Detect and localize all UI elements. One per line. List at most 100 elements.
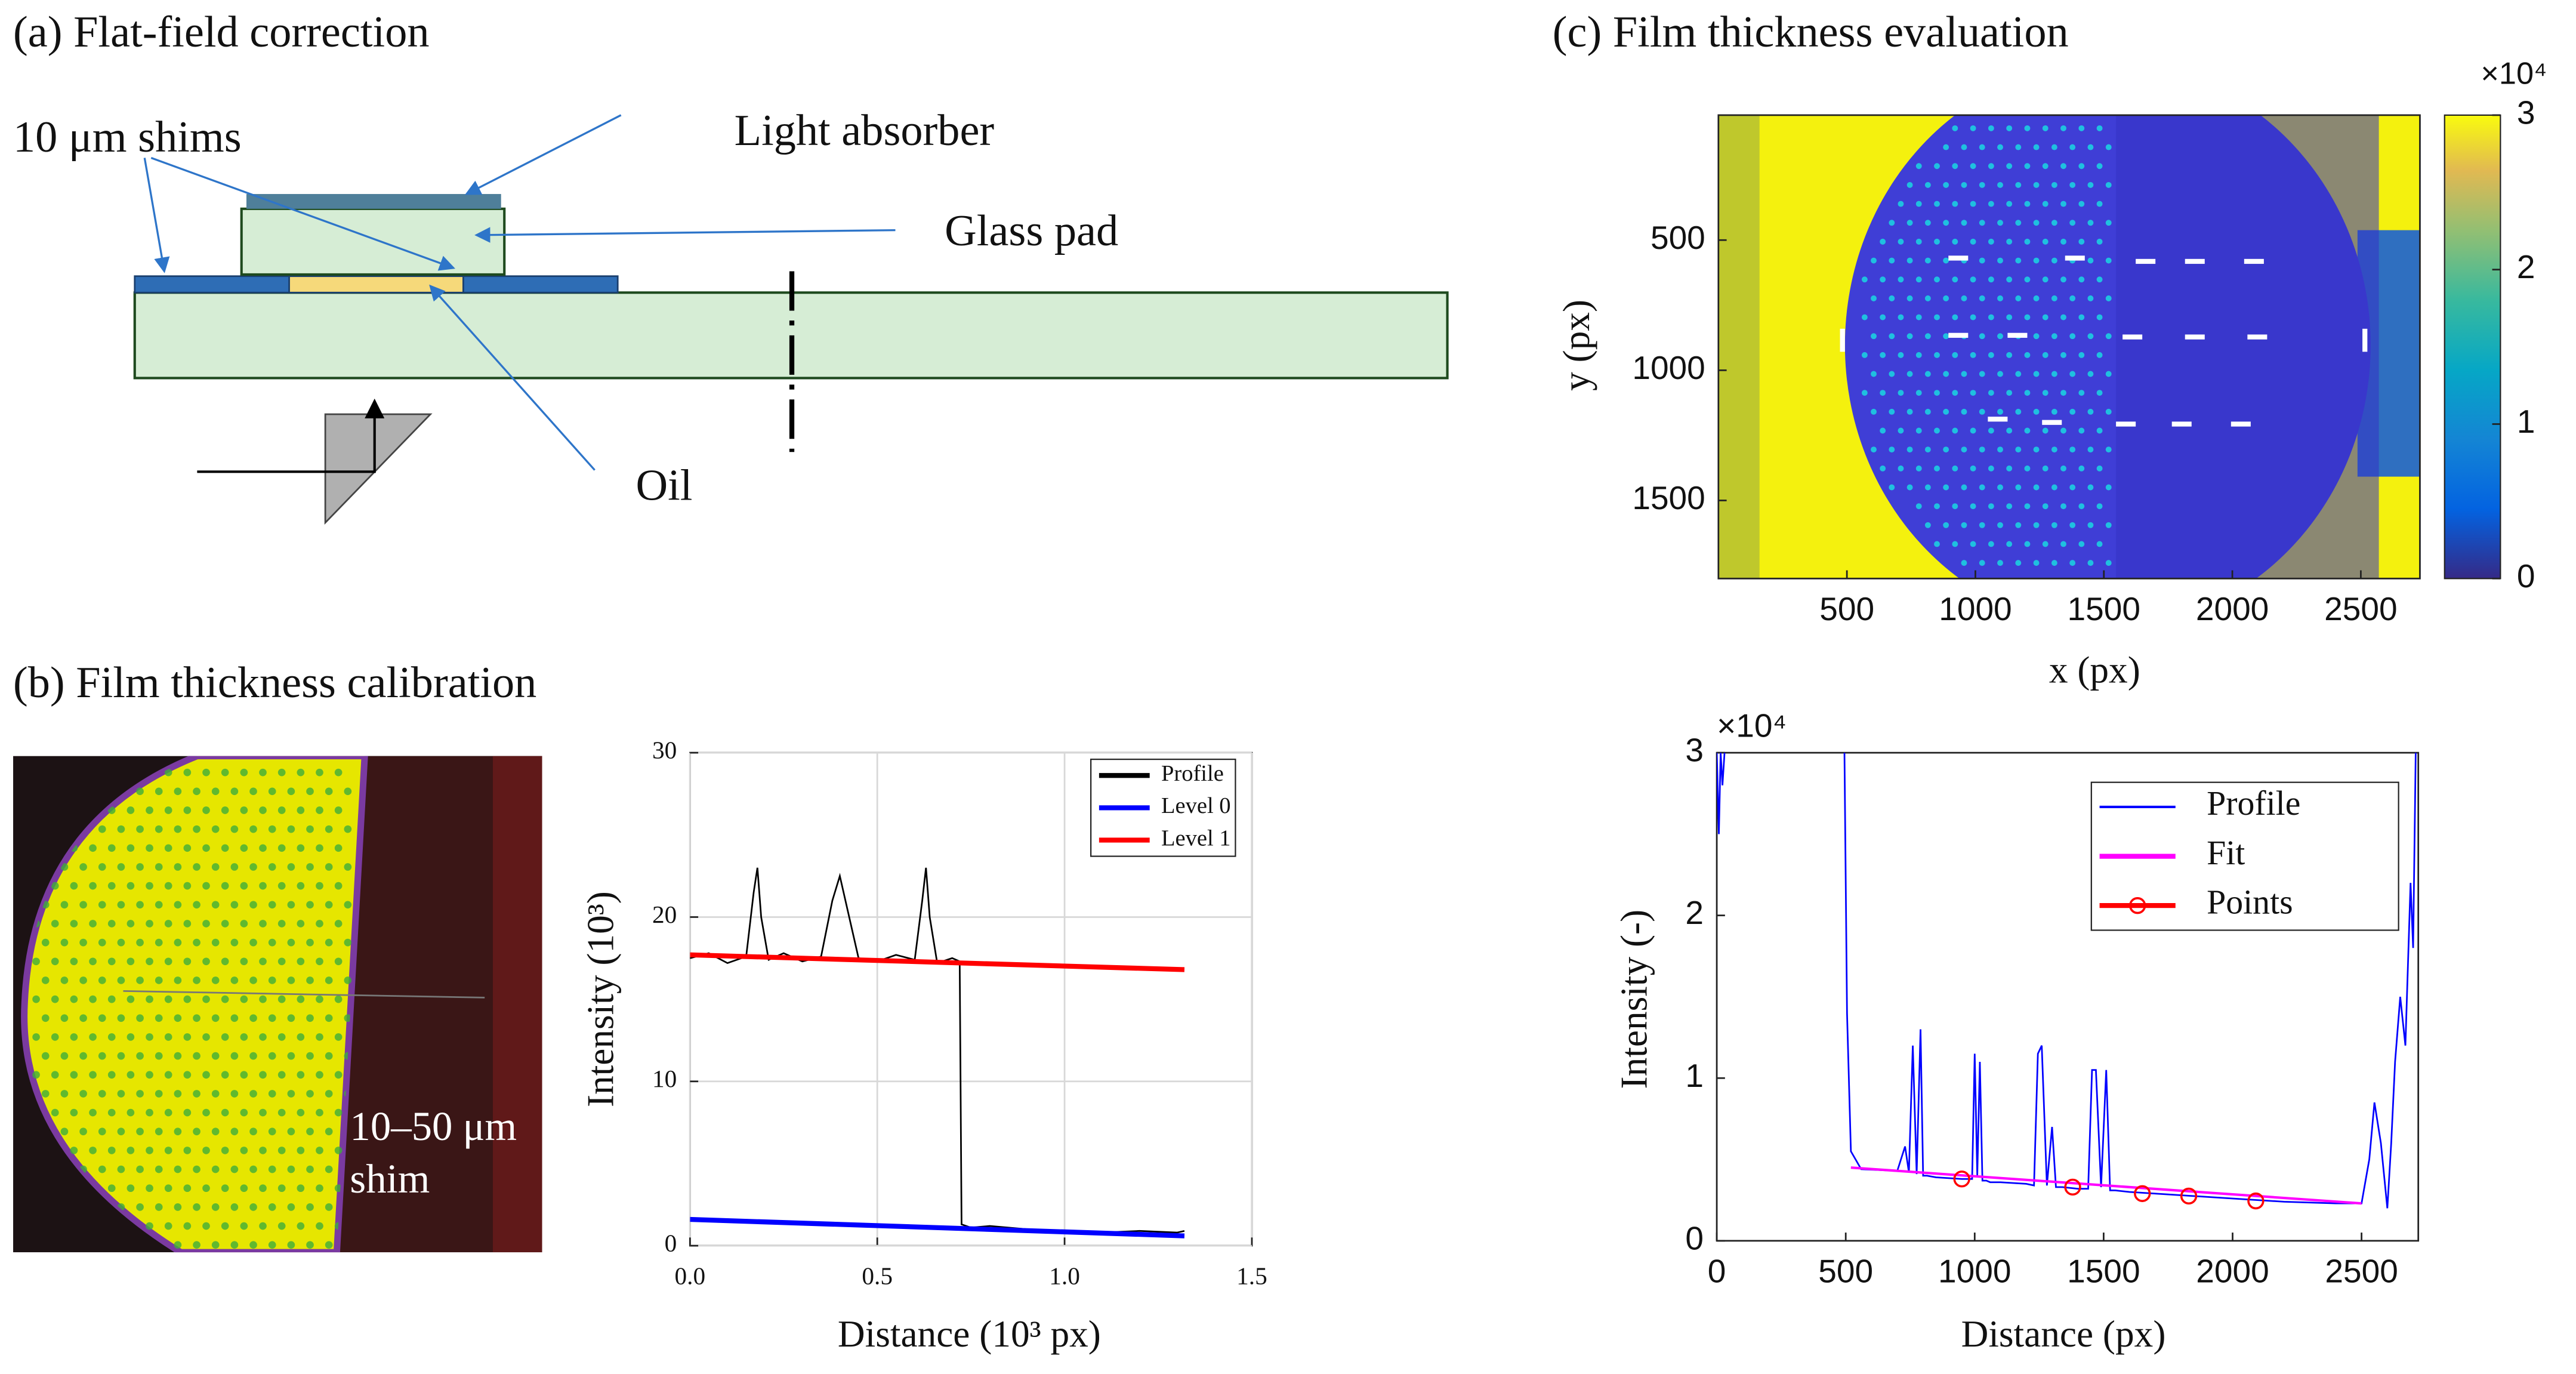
photo-dot — [174, 863, 182, 871]
photo-dot — [268, 1203, 276, 1211]
heat-dot — [1970, 352, 1976, 358]
photo-dot — [221, 1184, 229, 1193]
photo-dot — [306, 1203, 314, 1211]
light-path — [197, 398, 385, 473]
heat-dot — [2060, 390, 2066, 396]
heat-dot — [2105, 181, 2112, 188]
photo-dot — [287, 1203, 295, 1211]
photo-dot — [316, 1108, 323, 1117]
photo-dot — [306, 825, 314, 833]
heat-dot — [1906, 446, 1913, 453]
heat-dot — [2006, 125, 2013, 131]
heat-dash — [2231, 421, 2251, 427]
photo-dot — [325, 1203, 333, 1211]
heat-dot — [2006, 390, 2013, 396]
heat-dot — [1997, 220, 2003, 226]
point-marker — [1953, 1170, 1970, 1188]
heat-dash — [1948, 332, 1969, 338]
heat-dot — [2042, 163, 2049, 170]
heat-dot — [1970, 201, 1976, 207]
photo-dot — [316, 1033, 323, 1041]
photo-dot — [183, 1147, 192, 1154]
photo-dot — [306, 787, 314, 796]
point-marker — [2180, 1187, 2198, 1205]
photo-dot — [32, 995, 40, 1003]
photo-dot — [249, 1127, 257, 1136]
heat-dot — [1952, 201, 1958, 207]
photo-dot — [287, 825, 295, 833]
photo-dot — [146, 844, 153, 852]
heat-dot — [1952, 503, 1958, 510]
photo-dot — [334, 920, 343, 928]
photo-dot — [174, 1090, 182, 1098]
photo-dot — [306, 1014, 314, 1022]
photo-dot — [127, 1147, 135, 1154]
annotation: Light absorber — [735, 106, 995, 155]
y-tick-label: 500 — [1651, 219, 1705, 256]
photo-dot — [240, 1108, 248, 1117]
heat-dot — [1934, 201, 1940, 207]
heat-dot — [1970, 238, 1976, 245]
photo-dot — [306, 1127, 314, 1136]
photo-dot — [297, 1108, 305, 1117]
x-axis-label: Distance (px) — [1961, 1313, 2166, 1355]
photo-dot — [41, 1090, 50, 1098]
heat-dot — [1906, 371, 1913, 377]
photo-dot — [249, 1165, 257, 1173]
photo-dot — [259, 1033, 267, 1041]
photo-dot — [183, 1033, 192, 1041]
heat-dot — [2096, 163, 2103, 170]
heat-dash — [2007, 332, 2028, 338]
photo-dot — [107, 995, 116, 1003]
heat-dot — [1997, 333, 2003, 340]
heat-dot — [2015, 181, 2022, 188]
heat-dot — [2051, 371, 2057, 377]
heat-dot — [1943, 181, 1949, 188]
photo-dot — [221, 1108, 229, 1117]
photo-dot — [117, 863, 125, 871]
heat-dot — [1943, 522, 1949, 528]
heat-dot — [1898, 201, 1904, 207]
heat-dot — [2060, 238, 2066, 245]
heat-dot — [2069, 484, 2076, 491]
photo-dot — [240, 1071, 248, 1079]
heat-dot — [1970, 427, 1976, 434]
heat-dot — [1880, 465, 1886, 472]
heat-dot — [1943, 144, 1949, 150]
heat-dot — [2087, 484, 2094, 491]
heat-dash — [2065, 255, 2085, 261]
heat-dot — [1979, 181, 1985, 188]
heat-dot — [2024, 276, 2031, 283]
photo-dot — [268, 863, 276, 871]
photo-dot — [51, 957, 59, 966]
heat-dot — [1988, 541, 1994, 547]
heat-dot — [1898, 465, 1904, 472]
photo-dot — [107, 1184, 116, 1193]
photo-dot — [211, 976, 220, 984]
photo-dot — [193, 1014, 200, 1022]
heat-dot — [1979, 484, 1985, 491]
photo-dot — [316, 1071, 323, 1079]
photo-dot — [127, 806, 135, 814]
heat-dot — [1871, 446, 1877, 453]
photo-dot — [136, 938, 144, 947]
heat-dot — [1961, 446, 1967, 453]
heat-dot — [1889, 257, 1895, 264]
photo-dot — [287, 1127, 295, 1136]
heat-dot — [2069, 560, 2076, 566]
heat-dot — [1915, 503, 1922, 510]
heat-dot — [2033, 484, 2040, 491]
point-marker — [2064, 1178, 2081, 1196]
colorbar-multiplier: ×10⁴ — [2481, 57, 2547, 91]
heat-dot — [1943, 484, 1949, 491]
photo-dot — [221, 844, 229, 852]
heat-dot — [1934, 541, 1940, 547]
photo-dot — [117, 825, 125, 833]
photo-dot — [259, 957, 267, 966]
heat-dot — [2006, 238, 2013, 245]
heat-dot — [1924, 220, 1931, 226]
photo-dot — [344, 901, 352, 909]
heat-dot — [1906, 408, 1913, 415]
series-line — [1843, 753, 2417, 1209]
photo-dot — [297, 768, 305, 777]
